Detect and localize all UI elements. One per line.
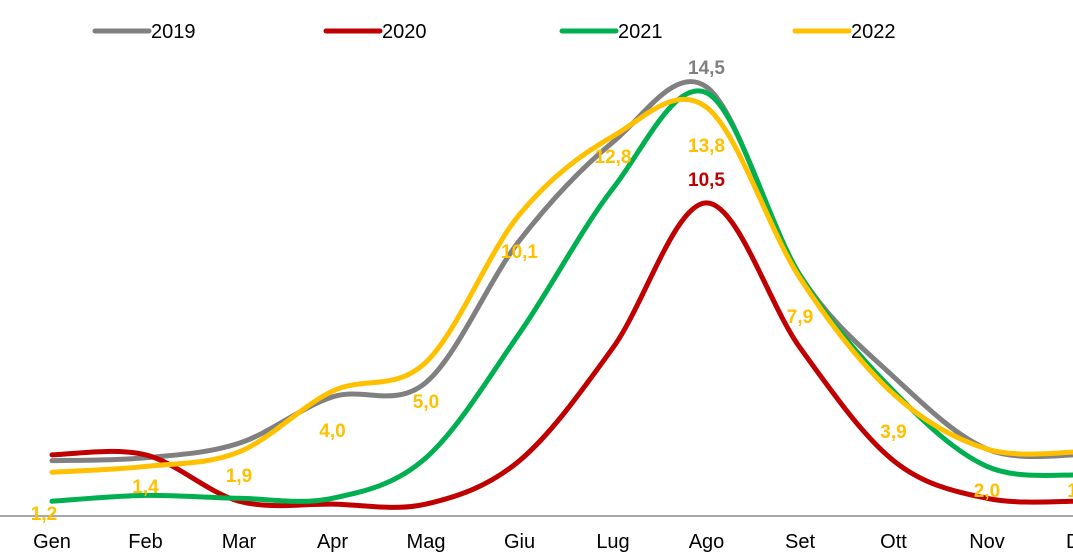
x-tick-Gen: Gen (33, 531, 71, 552)
x-tick-Mar: Mar (222, 531, 257, 552)
data-label-2022-Mag: 5,0 (413, 392, 439, 413)
series-line-2019 (49, 79, 1073, 464)
x-tick-Apr: Apr (317, 531, 348, 552)
x-tick-Giu: Giu (504, 531, 535, 552)
x-tick-Lug: Lug (596, 531, 629, 552)
data-label-2022-Feb: 1,4 (132, 477, 159, 498)
x-axis-tick-labels: Gen Feb Mar Apr Mag Giu Lug Ago Set Ott Nov Dic (33, 531, 1073, 552)
data-label-2022-Ago: 13,8 (688, 136, 725, 157)
x-tick-Ott: Ott (880, 531, 907, 552)
data-label-2022-Set: 7,9 (787, 307, 813, 328)
x-tick-Feb: Feb (128, 531, 162, 552)
legend-label-2019: 2019 (151, 21, 196, 43)
data-label-2019-Ago: 14,5 (688, 58, 725, 79)
series-line-2021 (49, 88, 1073, 504)
data-label-2022-Mar: 1,9 (226, 466, 252, 487)
data-label-2022-Ott: 3,9 (880, 422, 906, 443)
data-label-2022-Giu: 10,1 (501, 242, 538, 263)
data-label-2022-Apr: 4,0 (319, 421, 345, 442)
data-label-2022-Lug: 12,8 (595, 147, 632, 168)
series-line-2020 (49, 200, 1073, 510)
legend-label-2021: 2021 (618, 21, 663, 43)
legend-label-2022: 2022 (851, 21, 896, 43)
data-label-2022-Nov: 2,0 (974, 481, 1000, 502)
x-tick-Set: Set (785, 531, 815, 552)
data-labels: 14,5 10,5 1,2 1,4 1,9 4,0 5,0 10,1 12,8 13,8 7,9 3,… (31, 58, 1073, 525)
x-tick-Dic: Dic (1066, 531, 1073, 552)
series-lines (49, 79, 1073, 510)
x-tick-Ago: Ago (689, 531, 725, 552)
x-tick-Nov: Nov (969, 531, 1005, 552)
data-label-2022-Dic: 1,9 (1067, 481, 1073, 502)
series-line-2022 (49, 96, 1073, 475)
chart-legend: 2019 2020 2021 2022 (92, 21, 896, 43)
legend-label-2020: 2020 (382, 21, 427, 43)
data-label-2022-Gen: 1,2 (31, 504, 57, 525)
data-label-2020-Ago: 10,5 (688, 170, 725, 191)
x-tick-Mag: Mag (407, 531, 446, 552)
